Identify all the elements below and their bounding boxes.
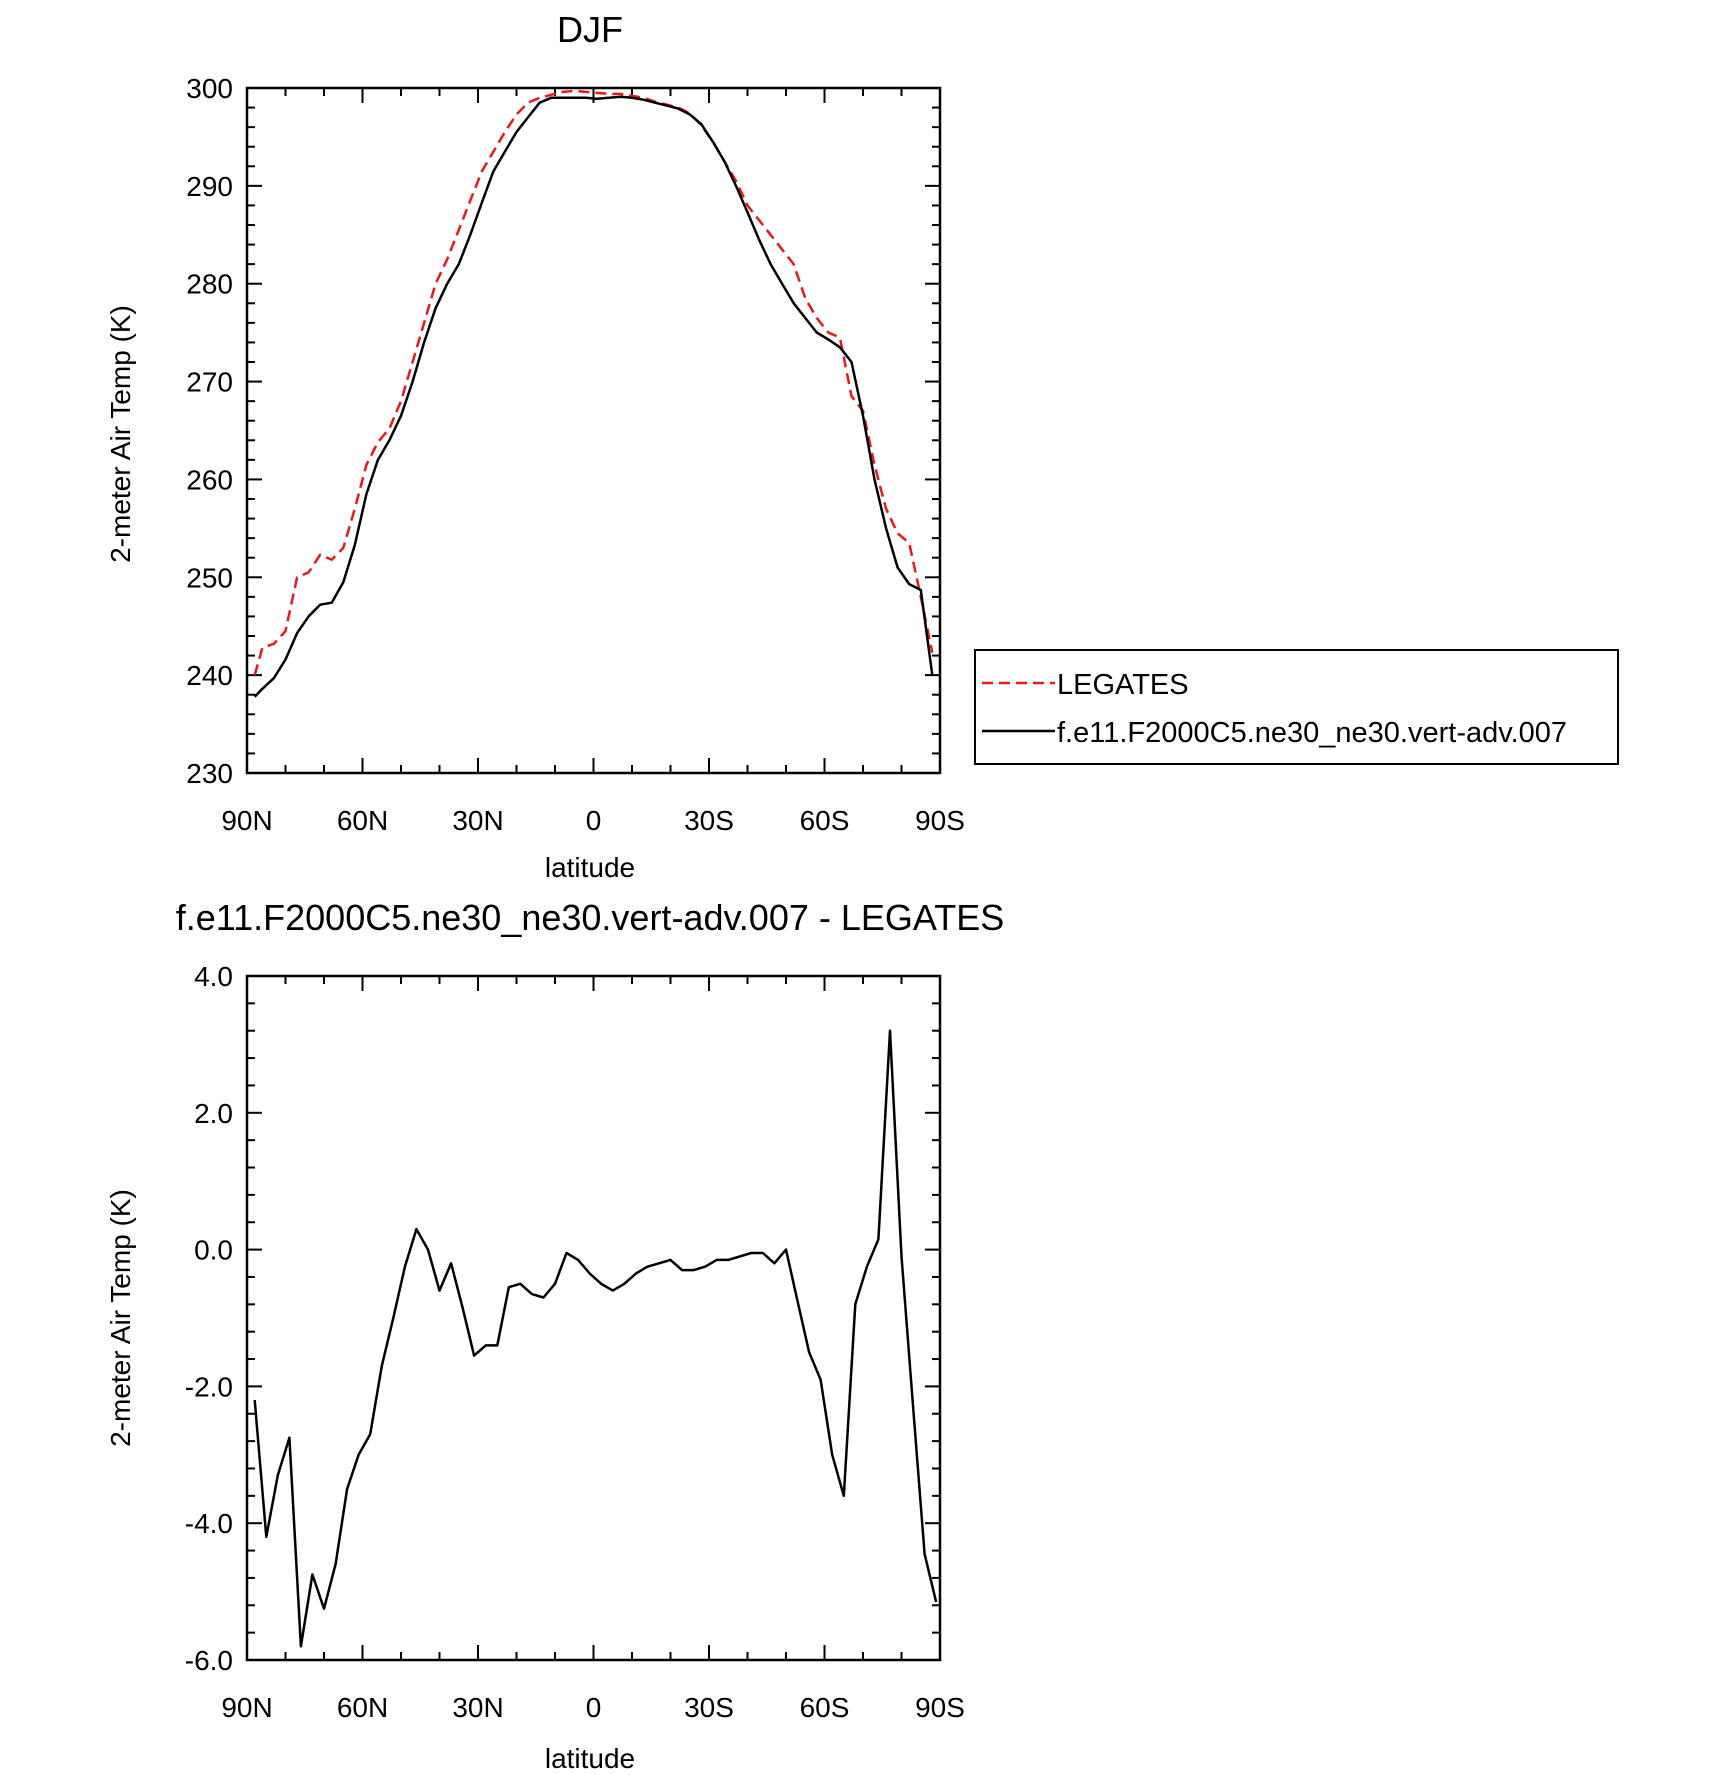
bottom-x-tick-label: 90S [915, 1692, 965, 1723]
top-legend: LEGATES f.e11.F2000C5.ne30_ne30.vert-adv… [974, 649, 1619, 765]
top-plot-area: 90N 60N 30N 0 30S 60S 90S 230 240 250 260 270 280 290… [186, 73, 965, 836]
bottom-y-tick-label: 4.0 [194, 961, 233, 992]
bottom-chart-title: f.e11.F2000C5.ne30_ne30.vert-adv.007 - L… [176, 897, 1005, 938]
bottom-x-tick-label: 90N [221, 1692, 272, 1723]
top-y-tick-label: 230 [186, 758, 233, 789]
bottom-y-tick-label: -4.0 [185, 1508, 233, 1539]
top-x-tick-label: 30N [452, 805, 503, 836]
top-y-tick-label: 260 [186, 464, 233, 495]
bottom-y-axis-label: 2-meter Air Temp (K) [105, 1189, 136, 1447]
top-x-tick-label: 90S [915, 805, 965, 836]
bottom-x-tick-label: 0 [586, 1692, 602, 1723]
top-y-tick-label: 290 [186, 171, 233, 202]
top-x-tick-label: 30S [684, 805, 734, 836]
legend-frame [974, 649, 1619, 765]
legend-label-model: f.e11.F2000C5.ne30_ne30.vert-adv.007 [1057, 717, 1567, 749]
top-series-line-0 [253, 89, 934, 676]
bottom-x-tick-label: 30S [684, 1692, 734, 1723]
bottom-y-tick-label: -2.0 [185, 1371, 233, 1402]
bottom-x-axis-label: latitude [545, 1743, 635, 1774]
bottom-plot-area: 90N 60N 30N 0 30S 60S 90S -6.0 -4.0 -2.0 0.0 2.0 4.0 [185, 961, 965, 1723]
top-y-tick-label: 240 [186, 660, 233, 691]
bottom-y-tick-label: 2.0 [194, 1098, 233, 1129]
bottom-y-tick-label: -6.0 [185, 1645, 233, 1676]
top-y-tick-label: 250 [186, 562, 233, 593]
bottom-x-tick-label: 60N [337, 1692, 388, 1723]
top-x-axis-label: latitude [545, 852, 635, 883]
top-y-tick-label: 270 [186, 367, 233, 398]
bottom-x-tick-label: 60S [800, 1692, 850, 1723]
legend-label-legates: LEGATES [1057, 669, 1189, 701]
bottom-series-line-0 [253, 1029, 938, 1648]
top-panel: DJF 90N 60N 30N 0 30S 60S 90S 230 240 250 260 270 28… [105, 9, 1619, 883]
top-chart-title: DJF [557, 9, 623, 50]
top-x-tick-label: 90N [221, 805, 272, 836]
bottom-panel: f.e11.F2000C5.ne30_ne30.vert-adv.007 - L… [105, 897, 1004, 1774]
top-y-tick-label: 300 [186, 73, 233, 104]
top-y-axis-label: 2-meter Air Temp (K) [105, 305, 136, 563]
top-x-tick-label: 0 [586, 805, 602, 836]
top-series-line-1 [253, 95, 934, 698]
top-y-tick-label: 280 [186, 269, 233, 300]
bottom-y-tick-label: 0.0 [194, 1235, 233, 1266]
top-x-tick-label: 60S [800, 805, 850, 836]
bottom-x-tick-label: 30N [452, 1692, 503, 1723]
top-x-tick-label: 60N [337, 805, 388, 836]
